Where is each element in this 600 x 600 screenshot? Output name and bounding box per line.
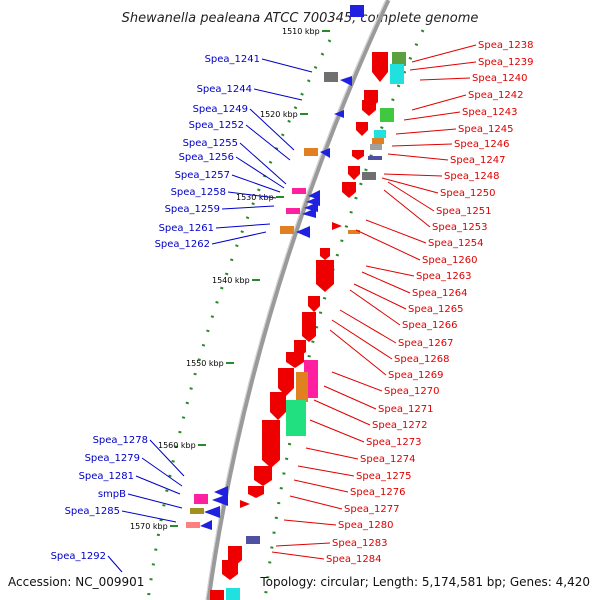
gene-label: Spea_1275 <box>356 471 411 482</box>
gene-label: Spea_1283 <box>332 538 387 549</box>
gene-label: smpB <box>98 489 126 500</box>
kbp-tick-label: 1520 kbp <box>260 110 298 119</box>
gene-label: Spea_1278 <box>93 435 148 446</box>
gene-label: Spea_1276 <box>350 487 405 498</box>
gene-label: Spea_1281 <box>79 471 134 482</box>
reverse-gene-features <box>186 72 352 530</box>
gene-label: Spea_1269 <box>388 370 443 381</box>
kbp-tick-label: 1570 kbp <box>130 522 168 531</box>
gene-label: Spea_1248 <box>444 171 499 182</box>
kbp-tick-label: 1550 kbp <box>186 359 224 368</box>
gene-label: Spea_1253 <box>432 222 487 233</box>
gene-label: Spea_1267 <box>398 338 453 349</box>
gene-label: Spea_1264 <box>412 288 467 299</box>
gene-label: Spea_1268 <box>394 354 449 365</box>
gene-label: Spea_1273 <box>366 437 421 448</box>
gene-label: Spea_1259 <box>165 204 220 215</box>
gene-label: Spea_1265 <box>408 304 463 315</box>
gene-label: Spea_1241 <box>205 54 260 65</box>
gene-label: Spea_1247 <box>450 155 505 166</box>
gene-label: Spea_1284 <box>326 554 381 565</box>
genome-summary-text: Topology: circular; Length: 5,174,581 bp… <box>259 575 590 589</box>
forward-gene-features <box>210 5 406 600</box>
gene-label: Spea_1244 <box>197 84 252 95</box>
gene-label: Spea_1263 <box>416 271 471 282</box>
gene-label: Spea_1239 <box>478 57 533 68</box>
gene-label: Spea_1257 <box>175 170 230 181</box>
gene-label: Spea_1254 <box>428 238 483 249</box>
kbp-tick-label: 1530 kbp <box>236 193 274 202</box>
gene-label: Spea_1272 <box>372 420 427 431</box>
gene-label: Spea_1292 <box>51 551 106 562</box>
gene-label: Spea_1277 <box>344 504 399 515</box>
gene-label: Spea_1270 <box>384 386 439 397</box>
gene-label: Spea_1250 <box>440 188 495 199</box>
kbp-tick-label: 1510 kbp <box>282 27 320 36</box>
gene-label: Spea_1246 <box>454 139 509 150</box>
gene-label: Spea_1260 <box>422 255 477 266</box>
reverse-gene-labels: Spea_1241 Spea_1244 Spea_1249 Spea_1252 … <box>51 54 260 562</box>
kbp-ticks: 1510 kbp 1520 kbp 1530 kbp 1540 kbp 1550… <box>130 27 330 531</box>
gene-label: Spea_1243 <box>462 107 517 118</box>
gene-label: Spea_1274 <box>360 454 415 465</box>
gene-label: Spea_1280 <box>338 520 393 531</box>
gene-label: Spea_1249 <box>193 104 248 115</box>
gene-label: Spea_1266 <box>402 320 457 331</box>
gene-label: Spea_1279 <box>85 453 140 464</box>
gene-label: Spea_1238 <box>478 40 533 51</box>
map-title: Shewanella pealeana ATCC 700345, complet… <box>122 11 479 26</box>
forward-gene-labels: Spea_1238 Spea_1239 Spea_1240 Spea_1242 … <box>326 40 533 565</box>
gene-label: Spea_1258 <box>171 187 226 198</box>
accession-text: Accession: NC_009901 <box>8 575 144 589</box>
kbp-tick-label: 1560 kbp <box>158 441 196 450</box>
kbp-tick-label: 1540 kbp <box>212 276 250 285</box>
gene-label: Spea_1252 <box>189 120 244 131</box>
gene-label: Spea_1262 <box>155 239 210 250</box>
gene-label: Spea_1242 <box>468 90 523 101</box>
gene-label: Spea_1240 <box>472 73 527 84</box>
gene-label: Spea_1245 <box>458 124 513 135</box>
gene-label: Spea_1255 <box>183 138 238 149</box>
reverse-connectors <box>107 58 313 573</box>
forward-connectors <box>271 44 477 560</box>
gene-label: Spea_1285 <box>65 506 120 517</box>
gene-label: Spea_1261 <box>159 223 214 234</box>
gene-label: Spea_1251 <box>436 206 491 217</box>
gene-label: Spea_1256 <box>179 152 234 163</box>
gene-label: Spea_1271 <box>378 404 433 415</box>
